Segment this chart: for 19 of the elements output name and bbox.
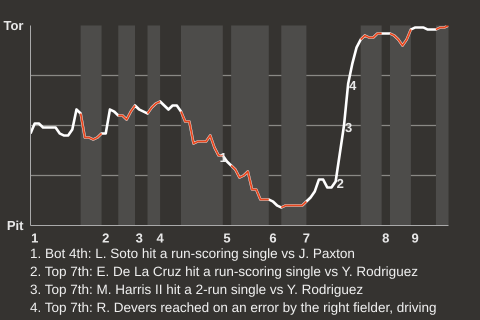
annotation: 1 [220, 150, 227, 165]
x-tick-label: 7 [302, 230, 310, 246]
x-tick-label: 8 [382, 230, 390, 246]
annotation: 4 [349, 78, 358, 93]
x-tick-label: 5 [223, 230, 231, 246]
x-tick-label: 3 [136, 230, 143, 246]
x-tick-label: 1 [31, 230, 38, 246]
annotation: 3 [345, 120, 352, 135]
x-tick-label: 2 [102, 230, 110, 246]
text: Pit [6, 218, 24, 233]
text: 4. Top 7th: R. Devers reached on an error by the right fielder, driving [30, 300, 436, 315]
text: Tor [4, 18, 24, 33]
text: 3. Top 7th: M. Harris II hit a 2-run single vs Y. Rodriguez [30, 282, 364, 297]
x-tick-label: 6 [269, 230, 277, 246]
text: 2. Top 7th: E. De La Cruz hit a run-scoring single vs Y. Rodriguez [30, 264, 418, 279]
text: 1. Bot 4th: L. Soto hit a run-scoring single vs J. Paxton [30, 246, 355, 261]
annotation: 2 [336, 176, 344, 191]
x-tick-label: 4 [156, 230, 164, 246]
x-tick-label: 9 [411, 230, 419, 246]
